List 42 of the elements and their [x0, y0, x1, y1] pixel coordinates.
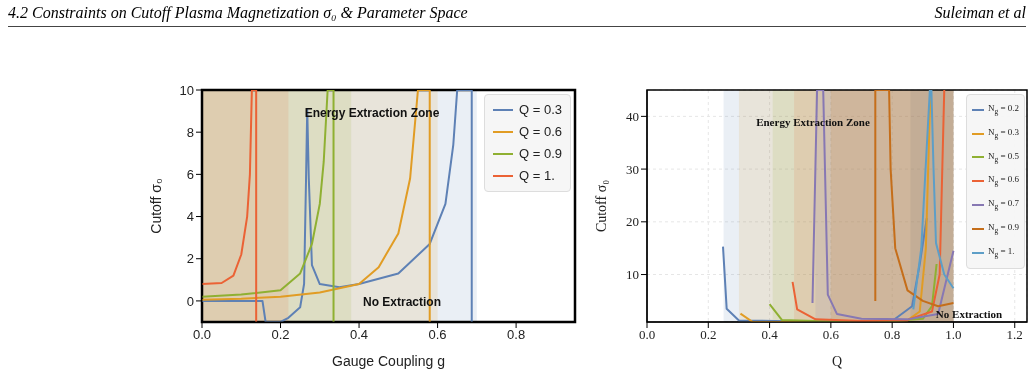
x-axis-title: Q [831, 354, 843, 369]
x-tick-label: 0.8 [507, 327, 526, 343]
x-tick-label: 0.6 [822, 327, 840, 343]
legend-label: Q = 0.3 [519, 101, 562, 119]
y-tick-label: 6 [186, 166, 194, 182]
annotation: No Extraction [935, 308, 1003, 320]
y-axis-title: Cutoff σ₀ [593, 179, 609, 233]
chart-title: 4.2 Constraints on Cutoff Plasma Magnetization σ₀ & Parameter Space [8, 4, 468, 24]
chart-title: Suleiman et al [934, 4, 1026, 23]
y-tick-label: 0 [186, 293, 194, 309]
y-tick-label: 4 [186, 209, 194, 225]
x-tick-label: 0.4 [761, 327, 779, 343]
x-tick-label: 0.0 [192, 327, 212, 343]
x-tick-label: 0.2 [271, 327, 290, 343]
x-tick-label: 0.8 [884, 327, 901, 343]
x-tick-label: 0.6 [428, 327, 447, 343]
y-tick-label: 10 [179, 82, 194, 98]
legend-label: N$_{g}$ = 0.2 [987, 102, 1019, 118]
legend-label: Q = 1. [519, 167, 555, 185]
x-tick-label: 1.0 [945, 327, 962, 343]
y-tick-label: 20 [626, 214, 639, 230]
legend-label: N$_{g}$ = 0.5 [987, 149, 1019, 166]
line-series [874, 90, 955, 308]
legend-label: Q = 0.9 [519, 145, 562, 163]
y-tick-label: 30 [626, 161, 639, 177]
x-tick-label: 0.4 [350, 327, 369, 343]
y-tick-label: 8 [186, 124, 194, 140]
y-tick-label: 2 [186, 251, 194, 267]
legend-label: N$_{g}$ = 0.9 [987, 221, 1019, 237]
y-tick-label: 40 [626, 108, 639, 124]
x-tick-label: 0.0 [638, 327, 656, 343]
legend-label: N$_{g}$ = 1. [987, 244, 1015, 261]
legend-label: Q = 0.6 [519, 123, 562, 141]
annotation: Energy Extraction Zone [756, 116, 870, 128]
x-axis-title: Gauge Coupling g [332, 353, 445, 369]
legend-label: N$_{g}$ = 0.7 [987, 197, 1019, 213]
y-axis-title: Cutoff σ₀ [147, 178, 164, 234]
x-tick-label: 0.2 [700, 327, 717, 343]
y-tick-label: 10 [626, 267, 639, 283]
x-tick-label: 1.2 [1006, 327, 1023, 343]
legend-label: N$_{g}$ = 0.3 [987, 125, 1019, 142]
legend-label: N$_{g}$ = 0.6 [987, 173, 1019, 190]
